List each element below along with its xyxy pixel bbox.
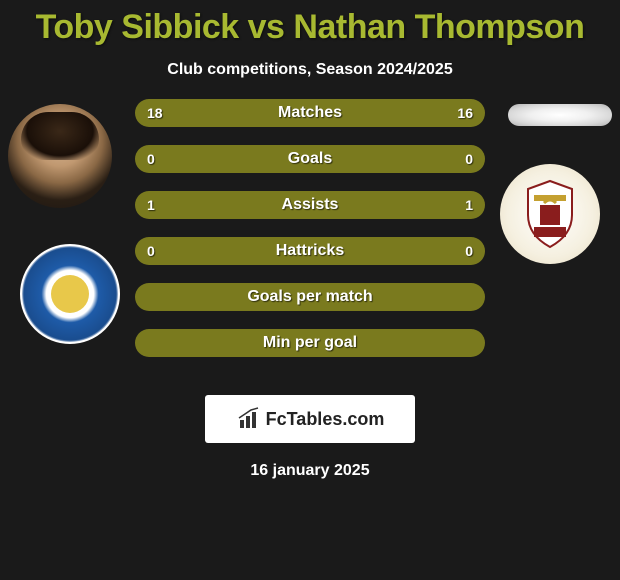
stat-label: Goals (288, 150, 332, 168)
site-name: FcTables.com (266, 409, 385, 430)
club-right-badge (500, 164, 600, 264)
stat-row-mpg: Min per goal (135, 329, 485, 357)
crest-icon (514, 175, 586, 253)
stat-bars: 18 Matches 16 0 Goals 0 1 Assists 1 0 Ha… (135, 99, 485, 375)
stat-left-value: 0 (147, 151, 155, 167)
stat-left-value: 18 (147, 105, 163, 121)
stat-right-value: 0 (465, 151, 473, 167)
stat-label: Assists (282, 196, 339, 214)
stat-left-value: 0 (147, 243, 155, 259)
chart-icon (236, 406, 262, 432)
site-badge: FcTables.com (205, 395, 415, 443)
comparison-area: 18 Matches 16 0 Goals 0 1 Assists 1 0 Ha… (0, 109, 620, 409)
stat-right-value: 0 (465, 243, 473, 259)
stat-row-hattricks: 0 Hattricks 0 (135, 237, 485, 265)
stat-label: Matches (278, 104, 342, 122)
season-subtitle: Club competitions, Season 2024/2025 (0, 61, 620, 79)
footer-date: 16 january 2025 (0, 462, 620, 480)
player-right-avatar (508, 104, 612, 126)
stat-label: Min per goal (263, 334, 357, 352)
stat-row-gpm: Goals per match (135, 283, 485, 311)
club-left-badge (20, 244, 120, 344)
player-left-avatar (8, 104, 112, 208)
stat-row-goals: 0 Goals 0 (135, 145, 485, 173)
stat-right-value: 1 (465, 197, 473, 213)
stat-row-assists: 1 Assists 1 (135, 191, 485, 219)
stat-label: Hattricks (276, 242, 344, 260)
stat-left-value: 1 (147, 197, 155, 213)
stat-row-matches: 18 Matches 16 (135, 99, 485, 127)
stat-right-value: 16 (457, 105, 473, 121)
stat-label: Goals per match (247, 288, 372, 306)
page-title: Toby Sibbick vs Nathan Thompson (0, 0, 620, 47)
